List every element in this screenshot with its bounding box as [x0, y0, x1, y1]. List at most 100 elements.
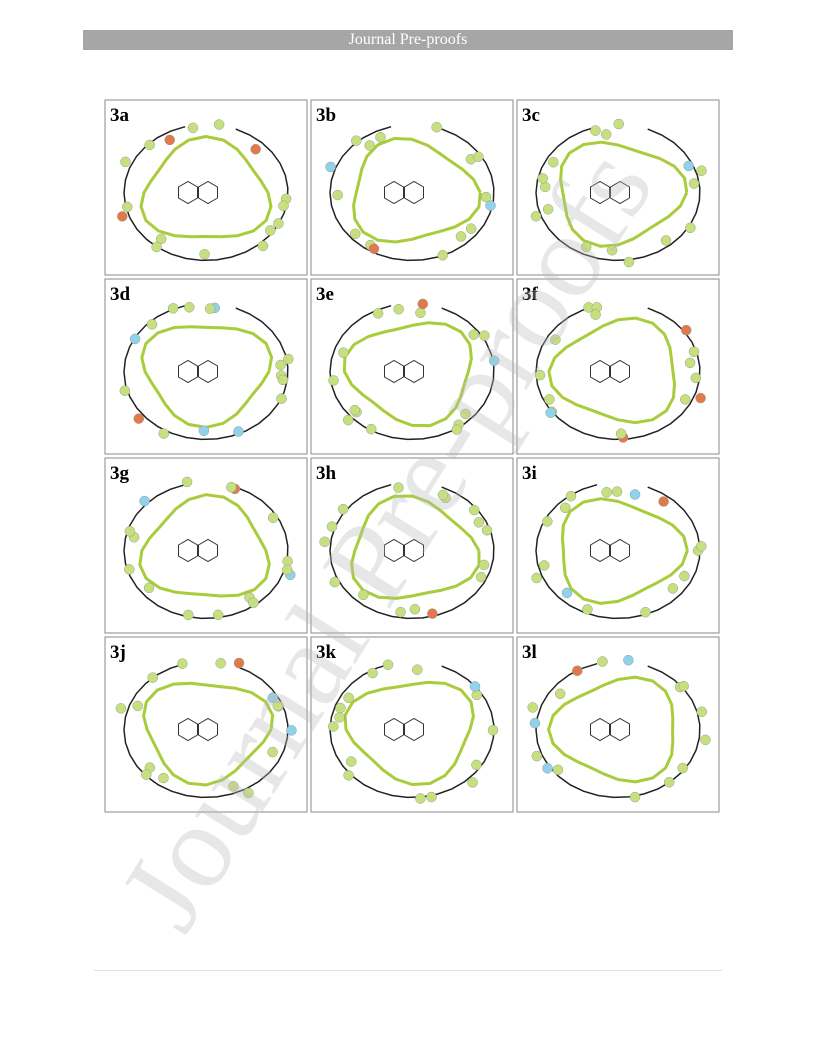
- residue-chain: [329, 662, 495, 799]
- residue: [684, 357, 696, 369]
- residue: [545, 407, 556, 418]
- residue: [349, 404, 360, 416]
- residue: [487, 724, 499, 736]
- residue: [600, 129, 612, 140]
- pocket-contour: [547, 675, 675, 784]
- panel-label: 3k: [316, 642, 337, 663]
- residue: [328, 721, 339, 732]
- residue: [338, 347, 349, 358]
- residue: [623, 654, 634, 666]
- residue: [548, 156, 559, 168]
- pocket-contour: [139, 135, 273, 239]
- residue: [342, 414, 354, 426]
- residue: [319, 536, 330, 548]
- residue: [473, 517, 485, 528]
- pocket-contour: [138, 493, 271, 598]
- residue: [683, 160, 694, 172]
- residue: [147, 672, 158, 683]
- residue: [250, 143, 261, 155]
- residue: [415, 307, 426, 319]
- residue: [351, 135, 362, 146]
- ligand-ring: [384, 359, 404, 384]
- residue: [120, 156, 131, 168]
- residue: [696, 165, 707, 176]
- residue: [488, 355, 500, 366]
- residue: [685, 222, 696, 234]
- residue: [629, 489, 641, 500]
- residue: [343, 692, 354, 704]
- residue: [199, 248, 210, 260]
- residue: [409, 603, 421, 615]
- residue: [542, 204, 554, 215]
- panel-frame: [104, 99, 308, 276]
- residue: [679, 570, 690, 582]
- residue: [437, 489, 449, 501]
- residue: [248, 597, 259, 608]
- panel-label: 3d: [110, 284, 131, 305]
- residue: [427, 608, 438, 619]
- residue: [213, 119, 225, 130]
- residue: [695, 541, 707, 552]
- residue: [129, 333, 141, 345]
- residue: [615, 428, 627, 439]
- pocket-contour: [342, 321, 473, 428]
- footer-rule: [94, 970, 722, 971]
- residue: [122, 201, 133, 213]
- ligand-ring: [198, 180, 218, 205]
- residue-chain: [123, 662, 289, 799]
- residue: [367, 667, 378, 679]
- residue: [475, 571, 487, 583]
- residue: [278, 200, 289, 211]
- residue: [426, 791, 437, 803]
- residue: [368, 243, 380, 254]
- residue: [471, 759, 482, 771]
- residue: [468, 504, 480, 516]
- panel-label: 3c: [522, 105, 540, 126]
- residue: [601, 487, 612, 498]
- residue: [155, 233, 167, 245]
- residue: [481, 524, 493, 536]
- residue: [559, 502, 571, 514]
- residue: [582, 604, 593, 615]
- panel-frame: [516, 636, 720, 813]
- ligand-ring: [610, 717, 630, 742]
- panel-label: 3b: [316, 105, 336, 126]
- ligand-ring: [178, 180, 198, 205]
- residue: [467, 777, 478, 788]
- panel-frame: [310, 457, 514, 634]
- residue: [365, 423, 377, 435]
- residue: [181, 476, 193, 488]
- residue: [537, 173, 548, 184]
- residue: [415, 793, 426, 804]
- residue: [277, 374, 289, 386]
- residue: [640, 606, 651, 618]
- residue: [233, 657, 245, 669]
- ligand-ring: [590, 359, 610, 384]
- residue: [198, 425, 210, 437]
- pocket-contour: [560, 497, 689, 605]
- residue: [690, 372, 702, 384]
- residue: [382, 659, 394, 671]
- residue-chain: [123, 304, 289, 441]
- residue: [276, 393, 287, 404]
- residue: [660, 235, 672, 246]
- ligand-ring: [178, 359, 198, 384]
- residue: [550, 334, 561, 345]
- residue: [469, 681, 481, 692]
- residue: [265, 225, 276, 236]
- residue: [124, 564, 135, 575]
- residue: [554, 688, 566, 700]
- residue: [146, 319, 158, 330]
- residue: [228, 781, 239, 792]
- ligand-ring: [198, 359, 218, 384]
- residue: [431, 121, 442, 133]
- residue: [530, 210, 542, 222]
- residue: [343, 770, 354, 781]
- residue: [164, 134, 175, 146]
- residue: [233, 426, 244, 437]
- ligand-ring: [590, 538, 610, 563]
- panel-label: 3j: [110, 642, 126, 663]
- header-title: Journal Pre-proofs: [83, 30, 733, 50]
- panel-frame: [104, 636, 308, 813]
- residue: [183, 609, 194, 621]
